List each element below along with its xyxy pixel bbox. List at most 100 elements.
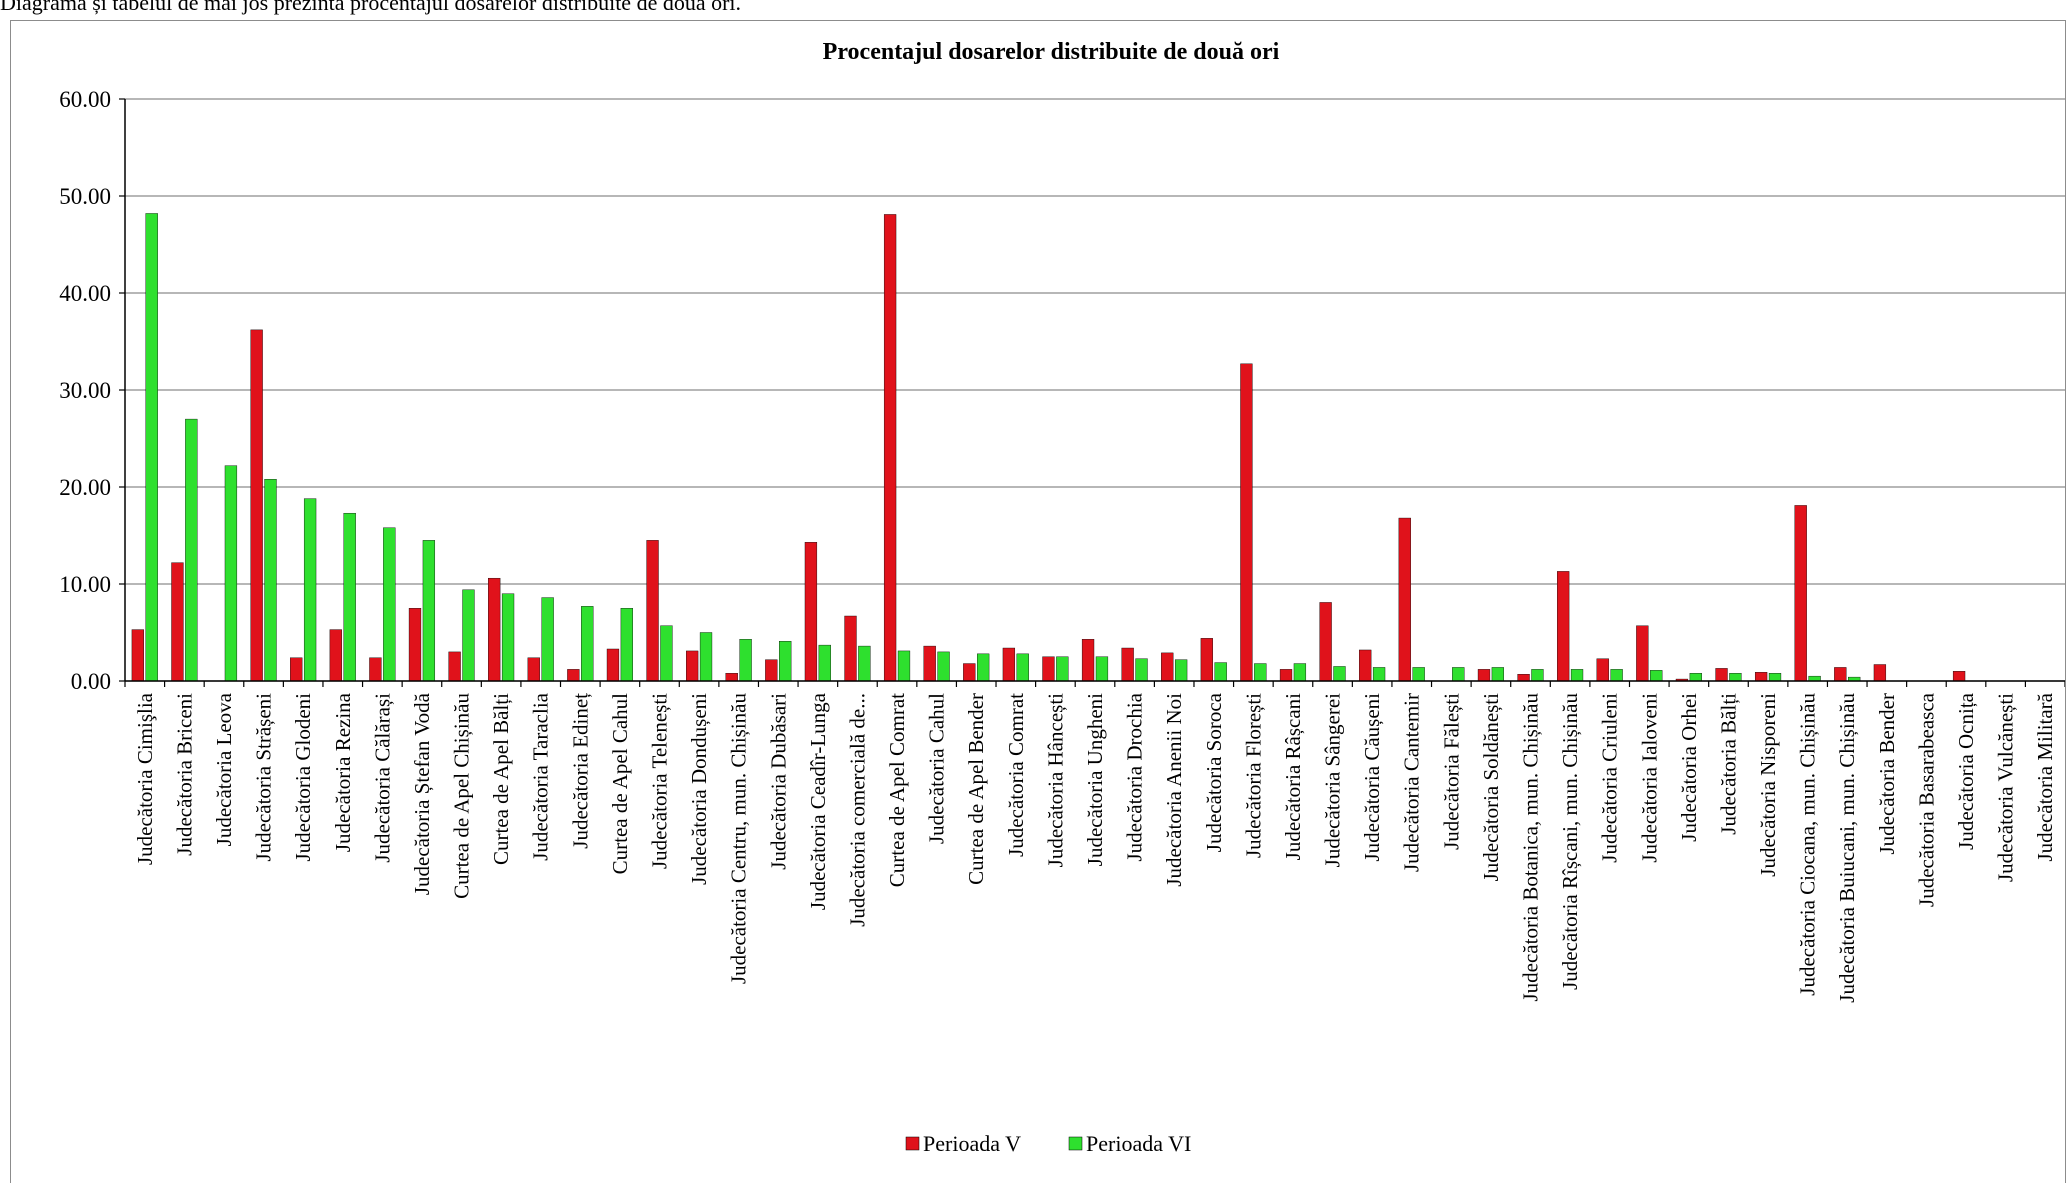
bar-chart: Procentajul dosarelor distribuite de dou…	[59, 39, 2065, 1156]
legend: Perioada V Perioada VI	[905, 1131, 1191, 1156]
bar-perioada-v	[369, 657, 382, 682]
y-tick-label: 20.00	[59, 475, 111, 500]
bar-perioada-v	[1794, 505, 1807, 682]
x-tick-label: Judecătoria Cantemir	[1400, 693, 1424, 872]
x-tick-label: Judecătoria Taraclia	[529, 692, 553, 860]
x-tick-label: Judecătoria Hâncești	[1043, 693, 1067, 868]
bar-perioada-vi	[1768, 673, 1782, 682]
bar-perioada-vi	[462, 589, 475, 682]
x-tick-label: Judecătoria Orhei	[1677, 693, 1701, 842]
bar-perioada-v	[1477, 669, 1491, 682]
x-tick-label: Judecătoria Rezina	[331, 692, 355, 852]
bar-perioada-vi	[422, 540, 436, 682]
x-tick-label: Judecătoria Soldănești	[1479, 693, 1503, 882]
bar-perioada-v	[646, 540, 659, 682]
bar-perioada-vi	[581, 606, 594, 682]
bar-perioada-v	[804, 542, 818, 682]
x-tick-label: Judecătoria Comrat	[1004, 693, 1028, 857]
bar-perioada-v	[1952, 671, 1966, 682]
x-tick-label: Judecătoria Fălești	[1439, 693, 1463, 850]
bar-perioada-v	[963, 663, 976, 682]
y-tick-label: 40.00	[59, 281, 111, 306]
bar-perioada-vi	[185, 418, 198, 682]
bar-perioada-v	[1754, 672, 1768, 682]
x-tick-label: Judecătoria Drochia	[1123, 692, 1147, 861]
bar-perioada-v	[1715, 668, 1728, 682]
bar-perioada-v	[1002, 647, 1016, 682]
x-tick-label: Judecătoria Ocnița	[1954, 692, 1978, 850]
legend-label-perioada-v: Perioada V	[923, 1131, 1021, 1156]
bar-perioada-vi	[303, 498, 317, 682]
x-tick-label: Curtea de Apel Comrat	[885, 693, 909, 887]
bar-perioada-vi	[343, 512, 356, 682]
bar-perioada-v	[1319, 602, 1332, 682]
x-tick-label: Judecătoria Telenești	[647, 693, 671, 869]
x-tick-label: Judecătoria Bender	[1875, 693, 1899, 855]
page-caption: Diagrama și tabelul de mai jos prezintă …	[0, 0, 742, 15]
bar-perioada-v	[1398, 517, 1411, 682]
bar-perioada-v	[1517, 674, 1530, 682]
bar-perioada-v	[1240, 363, 1253, 682]
x-tick-label: Judecătoria Bălți	[1716, 693, 1740, 835]
bar-perioada-vi	[501, 593, 515, 682]
bar-perioada-vi	[1293, 663, 1307, 682]
bar-perioada-vi	[1610, 669, 1623, 682]
bar-perioada-vi	[1174, 659, 1188, 682]
x-tick-label: Judecătoria Rîșcani, mun. Chișinău	[1558, 693, 1582, 990]
bar-perioada-vi	[224, 465, 238, 682]
bar-perioada-v	[1200, 638, 1213, 682]
bar-perioada-v	[290, 657, 303, 682]
bar-perioada-vi	[977, 653, 990, 682]
bar-perioada-v	[725, 673, 738, 682]
x-tick-label: Judecătoria Căușeni	[1360, 693, 1384, 862]
bar-perioada-vi	[1214, 662, 1227, 682]
bar-perioada-v	[488, 577, 501, 682]
bar-perioada-v	[1161, 652, 1174, 682]
gridlines	[125, 98, 2065, 682]
bar-perioada-v	[1121, 647, 1134, 682]
bar-perioada-vi	[660, 625, 673, 682]
y-axis-ticks: 0.00 10.00 20.00 30.00 40.00 50.00 60.00	[59, 87, 111, 694]
x-tick-label: Judecătoria Basarabeasca	[1914, 692, 1938, 907]
x-tick-label: Judecătoria Botanica, mun. Chișinău	[1519, 693, 1543, 1002]
x-tick-label: Judecătoria Nisporeni	[1756, 693, 1780, 877]
bar-perioada-v	[527, 657, 540, 682]
bar-perioada-v	[567, 669, 580, 682]
bar-perioada-v	[765, 659, 778, 682]
bar-perioada-vi	[383, 527, 396, 682]
x-tick-label: Judecătoria Anenii Noi	[1162, 693, 1186, 887]
bars	[131, 213, 1966, 682]
y-tick-label: 50.00	[59, 184, 111, 209]
x-tick-label: Judecătoria Florești	[1241, 693, 1265, 858]
bar-perioada-vi	[1412, 667, 1425, 682]
bar-perioada-v	[1834, 667, 1847, 682]
bar-perioada-vi	[779, 641, 792, 682]
x-tick-label: Judecătoria Leova	[212, 692, 236, 846]
y-tick-label: 10.00	[59, 572, 111, 597]
x-tick-label: Judecătoria Briceni	[172, 693, 196, 856]
x-tick-label: Judecătoria Centru, mun. Chișinău	[727, 693, 751, 985]
bar-perioada-v	[131, 629, 144, 682]
bar-perioada-v	[408, 608, 422, 682]
x-tick-label: Judecătoria Soroca	[1202, 692, 1226, 852]
bar-perioada-v	[686, 650, 699, 682]
bar-perioada-v	[171, 562, 184, 682]
bar-perioada-vi	[1372, 667, 1386, 682]
x-tick-label: Curtea de Apel Cahul	[608, 693, 632, 875]
x-tick-label: Judecătoria Ungheni	[1083, 693, 1107, 866]
bar-perioada-vi	[1570, 669, 1584, 682]
bar-perioada-v	[1359, 649, 1372, 682]
x-tick-label: Judecătoria Edineț	[568, 693, 592, 849]
bar-perioada-vi	[1729, 673, 1742, 682]
bar-perioada-v	[1873, 664, 1887, 682]
bar-perioada-v	[448, 651, 461, 682]
x-tick-label: Judecătoria Râșcani	[1281, 693, 1305, 861]
bar-perioada-v	[883, 214, 897, 682]
x-tick-label: Judecătoria Glodeni	[291, 693, 315, 862]
bar-perioada-vi	[541, 597, 554, 682]
bar-perioada-vi	[1056, 656, 1069, 682]
bar-perioada-vi	[1016, 653, 1029, 682]
bar-perioada-vi	[818, 644, 831, 682]
x-tick-label: Judecătoria Cimişlia	[133, 692, 157, 865]
y-tick-label: 30.00	[59, 378, 111, 403]
